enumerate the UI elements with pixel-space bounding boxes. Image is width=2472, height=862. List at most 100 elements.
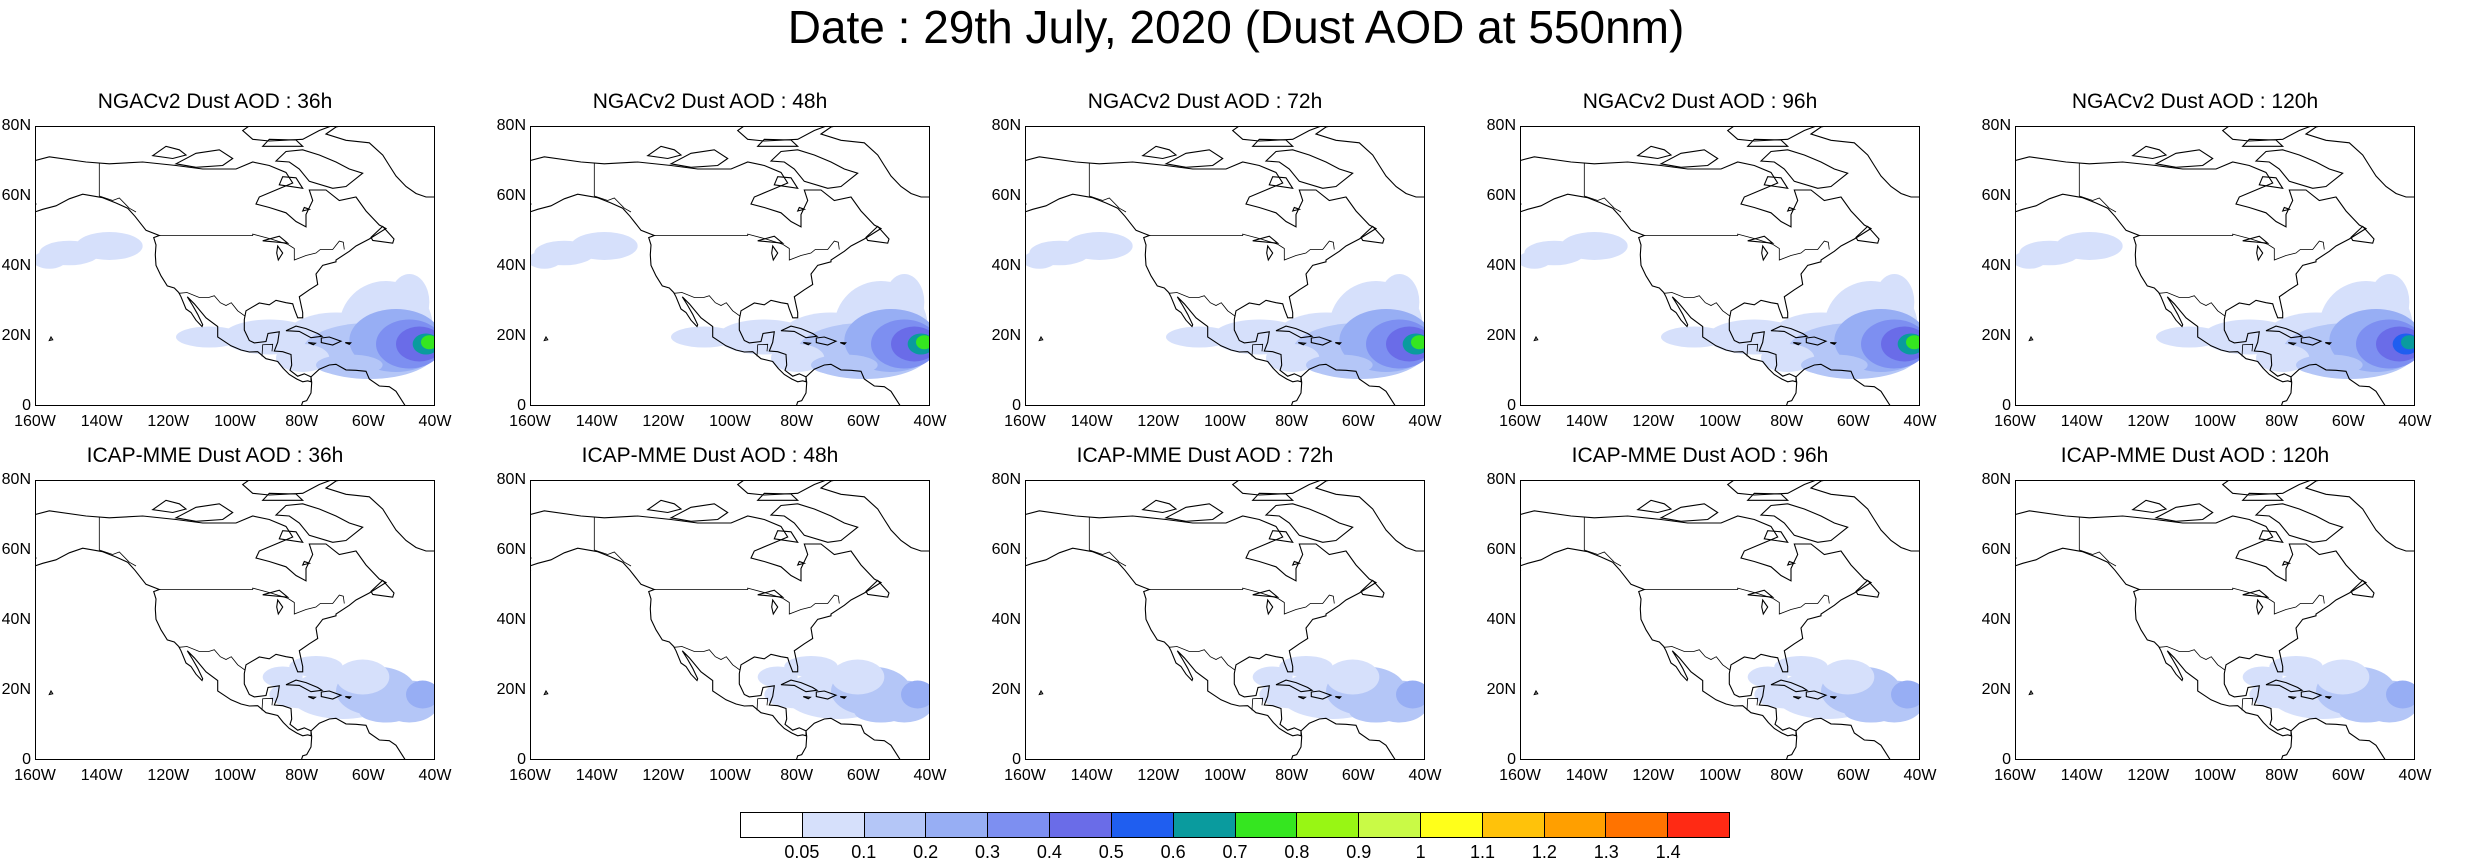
lat-tick-label: 80N <box>1 471 31 488</box>
lat-tick-label: 20N <box>1981 681 2011 698</box>
coastline <box>757 589 785 598</box>
panel-title: NGACv2 Dust AOD : 120h <box>2071 90 2319 113</box>
aod-contour <box>571 232 638 260</box>
country-border <box>2158 646 2226 671</box>
coastline <box>2241 492 2285 501</box>
country-border <box>1663 646 1731 671</box>
map-area <box>1520 480 1920 760</box>
coastline <box>1026 156 1378 383</box>
coastline <box>262 589 290 598</box>
coastline <box>324 127 434 198</box>
colorbar-swatch <box>1482 813 1545 837</box>
lon-tick-label: 160W <box>1499 413 1541 430</box>
aod-contour <box>289 656 343 677</box>
coastline <box>1275 325 1314 339</box>
coastline <box>2258 530 2284 544</box>
lon-tick-label: 100W <box>214 767 256 784</box>
coastline <box>285 679 324 693</box>
coastline <box>803 342 812 346</box>
coastline <box>1746 138 1790 147</box>
lon-tick-label: 120W <box>2127 767 2170 784</box>
coastline <box>796 363 901 405</box>
lat-tick-label: 40N <box>496 257 526 274</box>
colorbar-label: 1.1 <box>1469 842 1496 862</box>
colorbar-label: 0.7 <box>1222 842 1248 862</box>
aod-contour <box>1026 251 1056 269</box>
coastline <box>2258 176 2284 190</box>
country-border <box>593 517 632 567</box>
aod-contour <box>1279 656 1333 677</box>
lat-tick-label: 0 <box>1507 397 1516 414</box>
lat-tick-label: 80N <box>991 117 1021 134</box>
coastline <box>1830 342 1837 345</box>
country-border <box>1583 517 1622 567</box>
lat-tick-label: 80N <box>1 117 31 134</box>
lon-tick-label: 140W <box>1565 767 1608 784</box>
coastline <box>1026 510 1378 737</box>
coastline <box>301 560 312 566</box>
lat-tick-label: 0 <box>2002 751 2011 768</box>
colorbar-swatch <box>1420 813 1483 837</box>
coastline <box>2304 127 2414 198</box>
coastline <box>345 342 352 345</box>
coastline <box>1786 206 1797 212</box>
map-panel: NGACv2 Dust AOD : 48h 0 20N 40N 60N 80N 160W 14… <box>495 90 947 488</box>
country-border <box>2139 587 2325 615</box>
colorbar <box>740 812 1730 838</box>
coastline <box>262 235 290 244</box>
aod-contour <box>1266 344 1320 372</box>
country-border <box>178 292 246 317</box>
coastline <box>278 530 304 544</box>
map-area <box>1025 480 1425 760</box>
lat-tick-label: 20N <box>991 327 1021 344</box>
panel-title: ICAP-MME Dust AOD : 120h <box>2060 444 2330 467</box>
coastline <box>1310 690 1333 700</box>
country-border <box>1088 517 1127 567</box>
coastline <box>2265 325 2304 339</box>
panel-title: ICAP-MME Dust AOD : 48h <box>581 444 839 467</box>
coastline <box>301 717 406 759</box>
dust-aod-field <box>1252 656 1424 723</box>
lat-tick-label: 0 <box>2002 397 2011 414</box>
lon-tick-label: 40W <box>1903 413 1937 430</box>
lat-tick-label: 20N <box>496 681 526 698</box>
colorbar-swatch <box>1668 813 1729 837</box>
lon-tick-label: 40W <box>913 767 947 784</box>
lon-tick-label: 120W <box>1137 413 1180 430</box>
country-border <box>756 697 769 711</box>
aod-contour <box>359 701 413 723</box>
lon-tick-label: 80W <box>780 413 814 430</box>
map-svg <box>1521 127 1919 405</box>
lon-tick-label: 120W <box>642 413 685 430</box>
country-border <box>1663 292 1731 317</box>
lon-tick-label: 80W <box>1275 767 1309 784</box>
coastline <box>2281 206 2292 212</box>
country-border <box>2158 292 2226 317</box>
coastline <box>370 225 395 244</box>
country-border <box>159 587 345 615</box>
map-svg <box>531 481 929 759</box>
aod-contour <box>421 335 434 350</box>
coastline <box>1141 499 1178 514</box>
coastline <box>1251 138 1295 147</box>
coastline <box>2350 225 2375 244</box>
coastline <box>1360 579 1385 598</box>
aod-contour <box>757 666 798 688</box>
aod-contour <box>2296 354 2363 376</box>
aod-contour <box>1844 701 1898 723</box>
lon-tick-label: 160W <box>1994 413 2036 430</box>
aod-contour <box>811 354 878 376</box>
map-panel: NGACv2 Dust AOD : 36h 0 20N 40N 60N 80N 160W 14… <box>0 90 452 488</box>
country-border <box>1251 343 1264 357</box>
lat-tick-label: 0 <box>1012 397 1021 414</box>
coastline <box>241 127 331 142</box>
country-border <box>2078 517 2117 567</box>
colorbar-label: 1.4 <box>1655 842 1681 862</box>
aod-contour <box>1747 666 1788 688</box>
panel-title: ICAP-MME Dust AOD : 96h <box>1571 444 1829 467</box>
coastline <box>2028 335 2034 342</box>
lat-tick-label: 80N <box>496 117 526 134</box>
coastline <box>773 530 799 544</box>
lat-tick-label: 80N <box>1486 471 1516 488</box>
aod-contour <box>1906 335 1919 350</box>
